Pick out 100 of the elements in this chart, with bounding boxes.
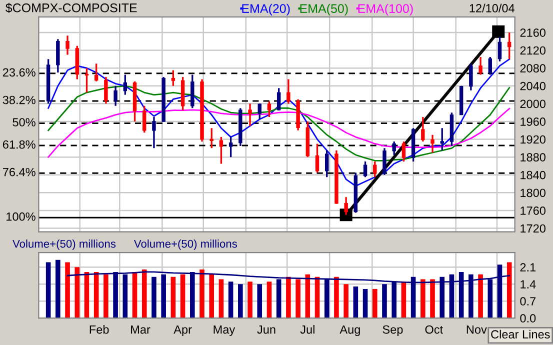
bar <box>94 272 99 318</box>
legend-label: EMA(50) <box>300 4 348 16</box>
bar <box>65 262 70 318</box>
y-tick-label: 2160 <box>520 28 546 37</box>
candlestick <box>142 105 146 134</box>
bar <box>56 260 60 318</box>
bar <box>286 276 291 318</box>
text: 76.4% <box>2 168 36 176</box>
candlestick <box>114 85 118 107</box>
text: Volume+(50) millions <box>134 240 237 250</box>
bar <box>362 288 368 318</box>
bar <box>152 276 156 318</box>
candlestick <box>498 36 502 62</box>
bar <box>209 274 214 318</box>
bar <box>238 284 243 318</box>
text: 50% <box>12 118 36 126</box>
x-tick-label: Jul <box>300 325 314 334</box>
text: 38.2% <box>2 96 36 104</box>
candlestick <box>84 67 89 94</box>
candlestick <box>363 160 368 178</box>
x-tick-label: Nov <box>466 325 487 334</box>
bar <box>506 262 512 318</box>
candlestick <box>421 116 425 142</box>
x-tick-label: Sep <box>382 325 403 336</box>
bar <box>344 284 348 318</box>
candlestick <box>440 127 444 152</box>
y-tick-label: 0.7 <box>520 297 536 306</box>
candlestick <box>478 56 482 76</box>
y-tick-label: 1880 <box>520 153 546 162</box>
text: 61.8% <box>2 140 36 149</box>
candlestick <box>66 34 70 56</box>
bar <box>257 284 262 318</box>
candlestick <box>430 134 434 154</box>
candlestick <box>507 32 512 60</box>
y-tick-label: 1920 <box>520 135 546 144</box>
candlestick <box>248 102 252 127</box>
text: 100% <box>6 212 36 221</box>
candlestick <box>228 136 233 158</box>
candlestick <box>276 87 281 112</box>
candlestick <box>267 100 272 118</box>
bar <box>200 270 204 318</box>
bar <box>334 276 339 318</box>
chart-title: $COMPX-COMPOSITE <box>6 2 137 14</box>
bar <box>430 279 435 318</box>
bar <box>248 282 252 318</box>
bar <box>180 274 186 318</box>
y-tick-label: 2080 <box>520 64 546 72</box>
y-tick-label: 0.0 <box>520 314 536 322</box>
y-tick-label: 1.4 <box>520 280 536 288</box>
x-tick-label: Mar <box>131 325 150 334</box>
y-tick-label: 1760 <box>520 206 546 215</box>
y-tick-label: 2000 <box>520 100 546 108</box>
bar <box>478 274 483 318</box>
candlestick <box>373 160 377 178</box>
text: 23.6% <box>2 68 36 77</box>
bar <box>372 288 378 318</box>
bar <box>353 286 358 318</box>
bar <box>420 279 426 318</box>
x-tick-label: Feb <box>90 325 109 334</box>
y-tick-label: 1720 <box>520 224 546 233</box>
candlestick <box>344 196 348 216</box>
y-tick-label: 2.1 <box>520 263 536 272</box>
x-tick-label: May <box>214 325 236 336</box>
candlestick <box>402 140 406 162</box>
candlestick <box>469 62 473 92</box>
candlestick <box>286 78 290 105</box>
candlestick <box>210 127 214 150</box>
x-tick-label: Jun <box>257 325 276 334</box>
bar <box>228 282 234 318</box>
candlestick <box>258 102 262 120</box>
candlestick <box>488 56 492 76</box>
bar <box>132 272 138 318</box>
x-tick-label: Aug <box>340 325 360 336</box>
y-tick-label: 1960 <box>520 118 546 126</box>
candlestick <box>94 62 98 82</box>
x-tick-label: Oct <box>425 325 443 334</box>
candlestick <box>104 76 108 105</box>
y-tick-label: 2040 <box>520 82 546 90</box>
bar <box>74 267 80 318</box>
candlestick <box>152 116 156 150</box>
legend-label: EMA(20) <box>242 4 290 16</box>
y-tick-label: 1840 <box>520 170 546 180</box>
text: Volume+(50) millions <box>12 240 116 250</box>
candlestick <box>123 74 128 96</box>
y-tick-label: 2120 <box>520 46 546 55</box>
candlestick <box>325 150 329 178</box>
x-tick-label: Apr <box>174 325 192 336</box>
bar <box>296 279 300 318</box>
candlestick <box>56 38 60 74</box>
candlestick <box>171 69 176 87</box>
y-tick-label: 1800 <box>520 188 546 198</box>
bar <box>104 274 108 318</box>
candlestick <box>392 140 396 156</box>
bar <box>305 274 310 318</box>
legend-label: EMA(100) <box>358 4 413 16</box>
bar <box>142 270 147 318</box>
candlestick <box>315 142 320 174</box>
bar <box>84 272 90 318</box>
text: 12/10/04 <box>470 4 514 12</box>
bar <box>266 282 272 318</box>
